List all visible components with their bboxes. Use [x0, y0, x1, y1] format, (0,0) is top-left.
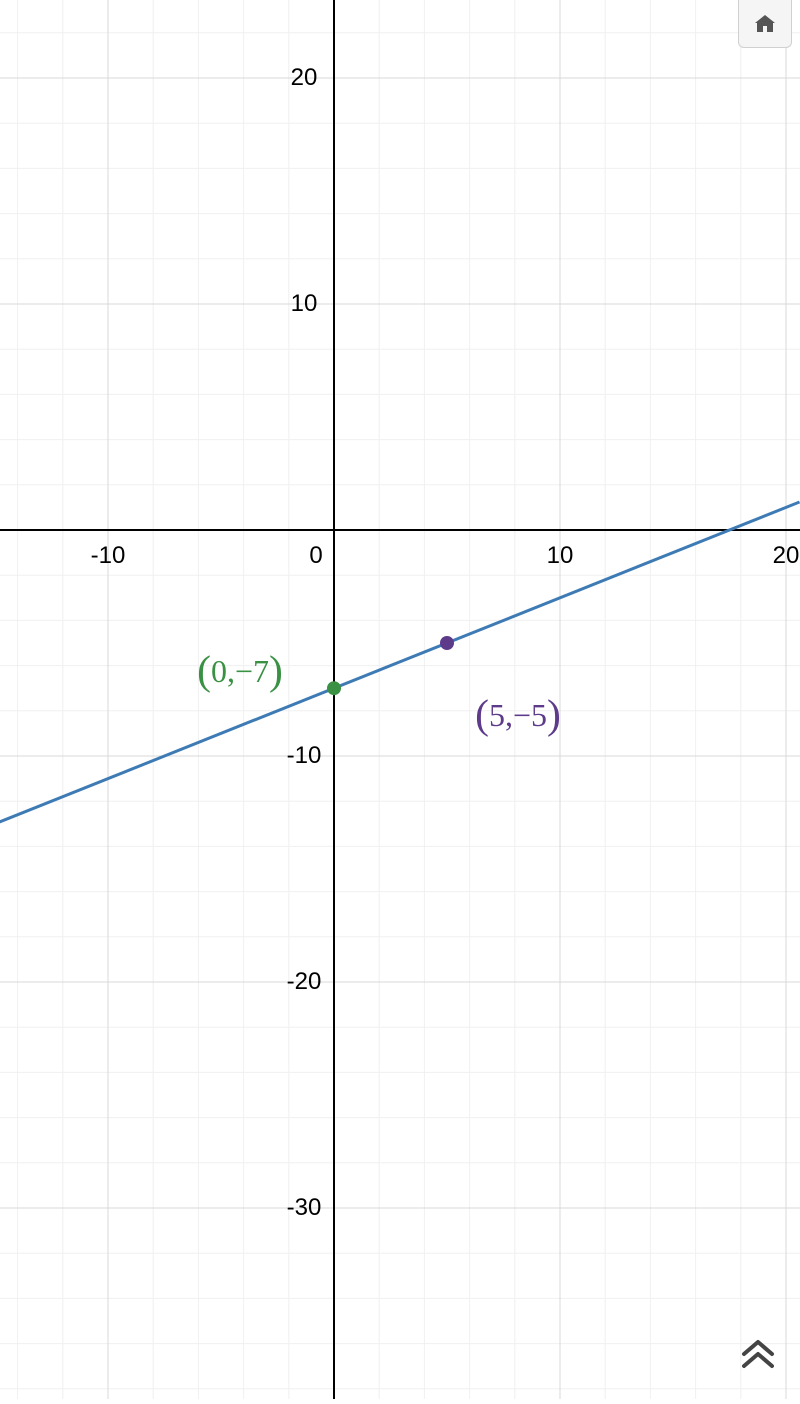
y-tick-label: -10 [287, 742, 322, 770]
grid-major [0, 0, 800, 1399]
plot-point-0 [327, 681, 341, 695]
chevron-up-double-icon [738, 1332, 778, 1372]
point-label-0: (0,−7) [197, 644, 283, 692]
graph-area[interactable] [0, 0, 800, 1399]
x-tick-label: 0 [309, 542, 322, 570]
expand-button[interactable] [738, 1332, 778, 1377]
y-tick-label: 20 [291, 64, 318, 92]
grid-minor [0, 0, 800, 1399]
home-button[interactable] [738, 0, 792, 48]
y-tick-label: -20 [287, 968, 322, 996]
x-tick-label: 20 [773, 542, 800, 570]
point-label-1: (5,−5) [475, 688, 561, 736]
x-tick-label: -10 [91, 542, 126, 570]
home-icon [753, 12, 777, 36]
chart-svg [0, 0, 800, 1399]
y-tick-label: 10 [291, 290, 318, 318]
y-tick-label: -30 [287, 1194, 322, 1222]
plot-point-1 [440, 636, 454, 650]
x-tick-label: 10 [547, 542, 574, 570]
